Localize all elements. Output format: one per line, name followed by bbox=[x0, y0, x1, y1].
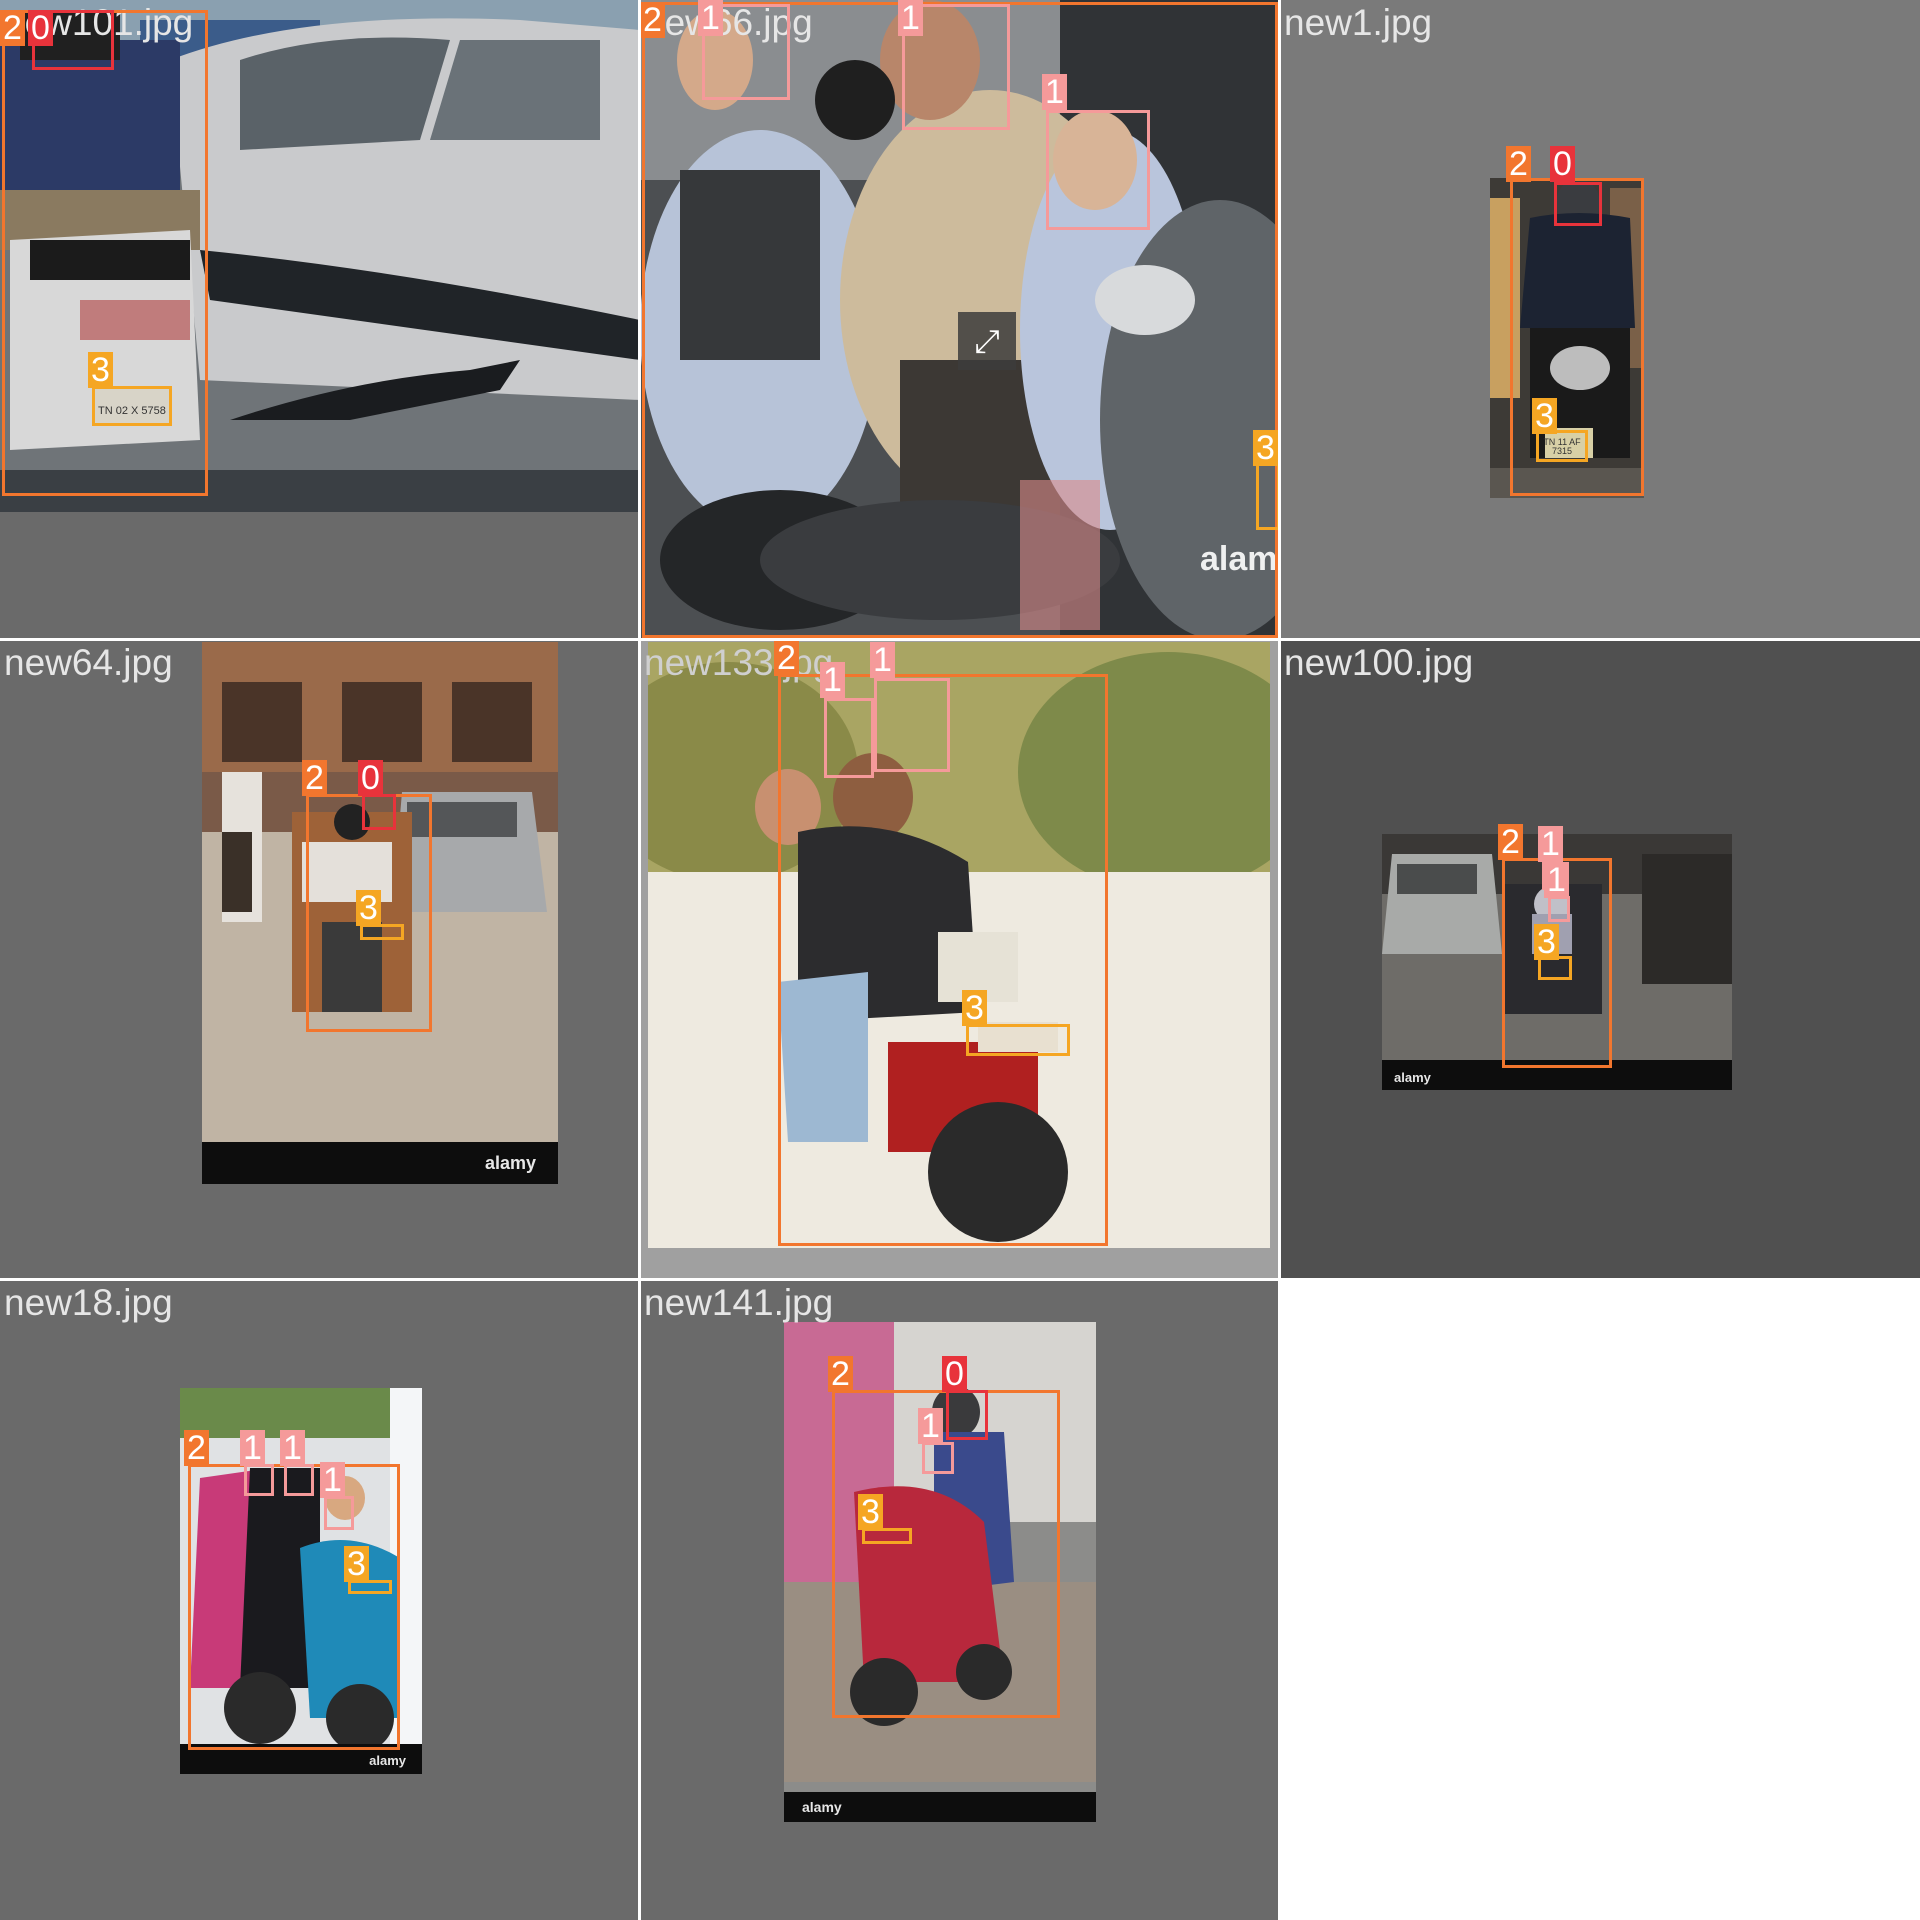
label-class-1: 1 bbox=[280, 1430, 305, 1466]
tile-new141: alamy new141.jpg 2 0 1 3 bbox=[640, 1280, 1280, 1920]
tile-new64: alamy new64.jpg 2 0 3 bbox=[0, 640, 640, 1280]
bbox-class-1 bbox=[324, 1496, 354, 1530]
filename-label: new100.jpg bbox=[1284, 642, 1474, 683]
label-class-1: 1 bbox=[870, 642, 895, 678]
label-class-1: 1 bbox=[898, 0, 923, 36]
label-class-2: 2 bbox=[1506, 146, 1531, 182]
filename-label: new1.jpg bbox=[1284, 2, 1433, 43]
bbox-class-1 bbox=[902, 4, 1010, 130]
tile-new100: alamy new100.jpg 2 1 1 3 bbox=[1280, 640, 1920, 1280]
grid-divider bbox=[1278, 0, 1281, 1920]
bbox-class-2 bbox=[1510, 178, 1644, 496]
label-class-2: 2 bbox=[1498, 824, 1523, 860]
scene-new101 bbox=[0, 0, 640, 512]
label-class-2: 2 bbox=[302, 760, 327, 796]
bbox-class-3 bbox=[862, 1528, 912, 1544]
filename-label: new18.jpg bbox=[4, 1282, 173, 1323]
bbox-class-1 bbox=[284, 1464, 314, 1496]
label-class-1: 1 bbox=[820, 662, 845, 698]
expand-icon: ⤢ bbox=[958, 312, 1016, 370]
filename-label: new141.jpg bbox=[644, 1282, 834, 1323]
label-class-1: 1 bbox=[320, 1462, 345, 1498]
watermark: alamy bbox=[484, 1153, 536, 1173]
label-class-0: 0 bbox=[942, 1356, 967, 1392]
scene-new133 bbox=[648, 642, 1270, 1248]
label-class-0: 0 bbox=[358, 760, 383, 796]
label-class-1: 1 bbox=[698, 0, 723, 36]
label-class-1: 1 bbox=[1544, 862, 1569, 898]
filename-label: new66.jpg bbox=[644, 2, 813, 43]
label-class-2: 2 bbox=[828, 1356, 853, 1392]
license-plate-text: TN 11 AF 7315 bbox=[1543, 437, 1581, 456]
bbox-class-0 bbox=[946, 1390, 988, 1440]
filename-label: new64.jpg bbox=[4, 642, 173, 683]
bbox-class-3 bbox=[360, 924, 404, 940]
scene-new66 bbox=[640, 0, 1280, 640]
watermark: alamy bbox=[1200, 540, 1280, 578]
bbox-class-1 bbox=[874, 678, 950, 772]
tile-new101: new101.jpg 2 0 3 TN 02 X 5758 bbox=[0, 0, 640, 640]
label-class-3: 3 bbox=[962, 990, 987, 1026]
label-class-3: 3 bbox=[356, 890, 381, 926]
grid-divider bbox=[0, 1278, 1920, 1281]
watermark: alamy bbox=[1394, 1070, 1431, 1085]
grid-divider bbox=[638, 0, 641, 1920]
bbox-class-3 bbox=[1536, 430, 1588, 462]
label-class-3: 3 bbox=[1532, 398, 1557, 434]
label-class-1: 1 bbox=[1042, 74, 1067, 110]
tile-new18: alamy new18.jpg 2 1 1 1 3 bbox=[0, 1280, 640, 1920]
label-class-3: 3 bbox=[1253, 430, 1278, 466]
bbox-class-3 bbox=[966, 1024, 1070, 1056]
label-class-2: 2 bbox=[640, 2, 665, 38]
bbox-class-2 bbox=[778, 674, 1108, 1246]
photo-new101 bbox=[0, 0, 640, 512]
photo-new1 bbox=[1490, 178, 1644, 498]
label-class-2: 2 bbox=[0, 10, 25, 46]
label-class-0: 0 bbox=[1550, 146, 1575, 182]
label-class-1: 1 bbox=[240, 1430, 265, 1466]
bbox-class-1 bbox=[702, 4, 790, 100]
bbox-class-3 bbox=[1256, 462, 1280, 530]
tile-new66: alamy new66.jpg 2 1 1 1 3 ⤢ bbox=[640, 0, 1280, 640]
label-class-0: 0 bbox=[28, 10, 53, 46]
bbox-class-1 bbox=[244, 1464, 274, 1496]
tile-new133: new133.jpg 2 1 1 3 bbox=[640, 640, 1280, 1280]
label-class-2: 2 bbox=[184, 1430, 209, 1466]
label-class-1: 1 bbox=[1538, 826, 1563, 862]
bbox-class-0 bbox=[1554, 182, 1602, 226]
license-plate-text: TN 02 X 5758 bbox=[98, 405, 166, 417]
bbox-class-1 bbox=[824, 698, 874, 778]
bbox-class-2 bbox=[188, 1464, 400, 1750]
watermark: alamy bbox=[802, 1799, 842, 1815]
label-class-3: 3 bbox=[858, 1494, 883, 1530]
photo-new133 bbox=[648, 642, 1270, 1248]
label-class-1: 1 bbox=[918, 1408, 943, 1444]
bbox-class-2 bbox=[642, 2, 1278, 638]
label-class-3: 3 bbox=[344, 1546, 369, 1582]
photo-new66: alamy bbox=[640, 0, 1280, 640]
label-class-2: 2 bbox=[774, 640, 799, 676]
bbox-class-3 bbox=[92, 386, 172, 426]
bbox-class-1 bbox=[1046, 110, 1150, 230]
label-class-3: 3 bbox=[88, 352, 113, 388]
bbox-class-0 bbox=[362, 794, 396, 830]
bbox-class-1 bbox=[922, 1442, 954, 1474]
bbox-class-1 bbox=[1548, 896, 1570, 922]
label-class-3: 3 bbox=[1534, 924, 1559, 960]
grid-divider bbox=[0, 638, 1920, 641]
bbox-class-3 bbox=[348, 1580, 392, 1594]
watermark: alamy bbox=[369, 1753, 406, 1768]
tile-new1: new1.jpg 2 0 3 TN 11 AF 7315 bbox=[1280, 0, 1920, 640]
scene-new1 bbox=[1490, 178, 1644, 498]
